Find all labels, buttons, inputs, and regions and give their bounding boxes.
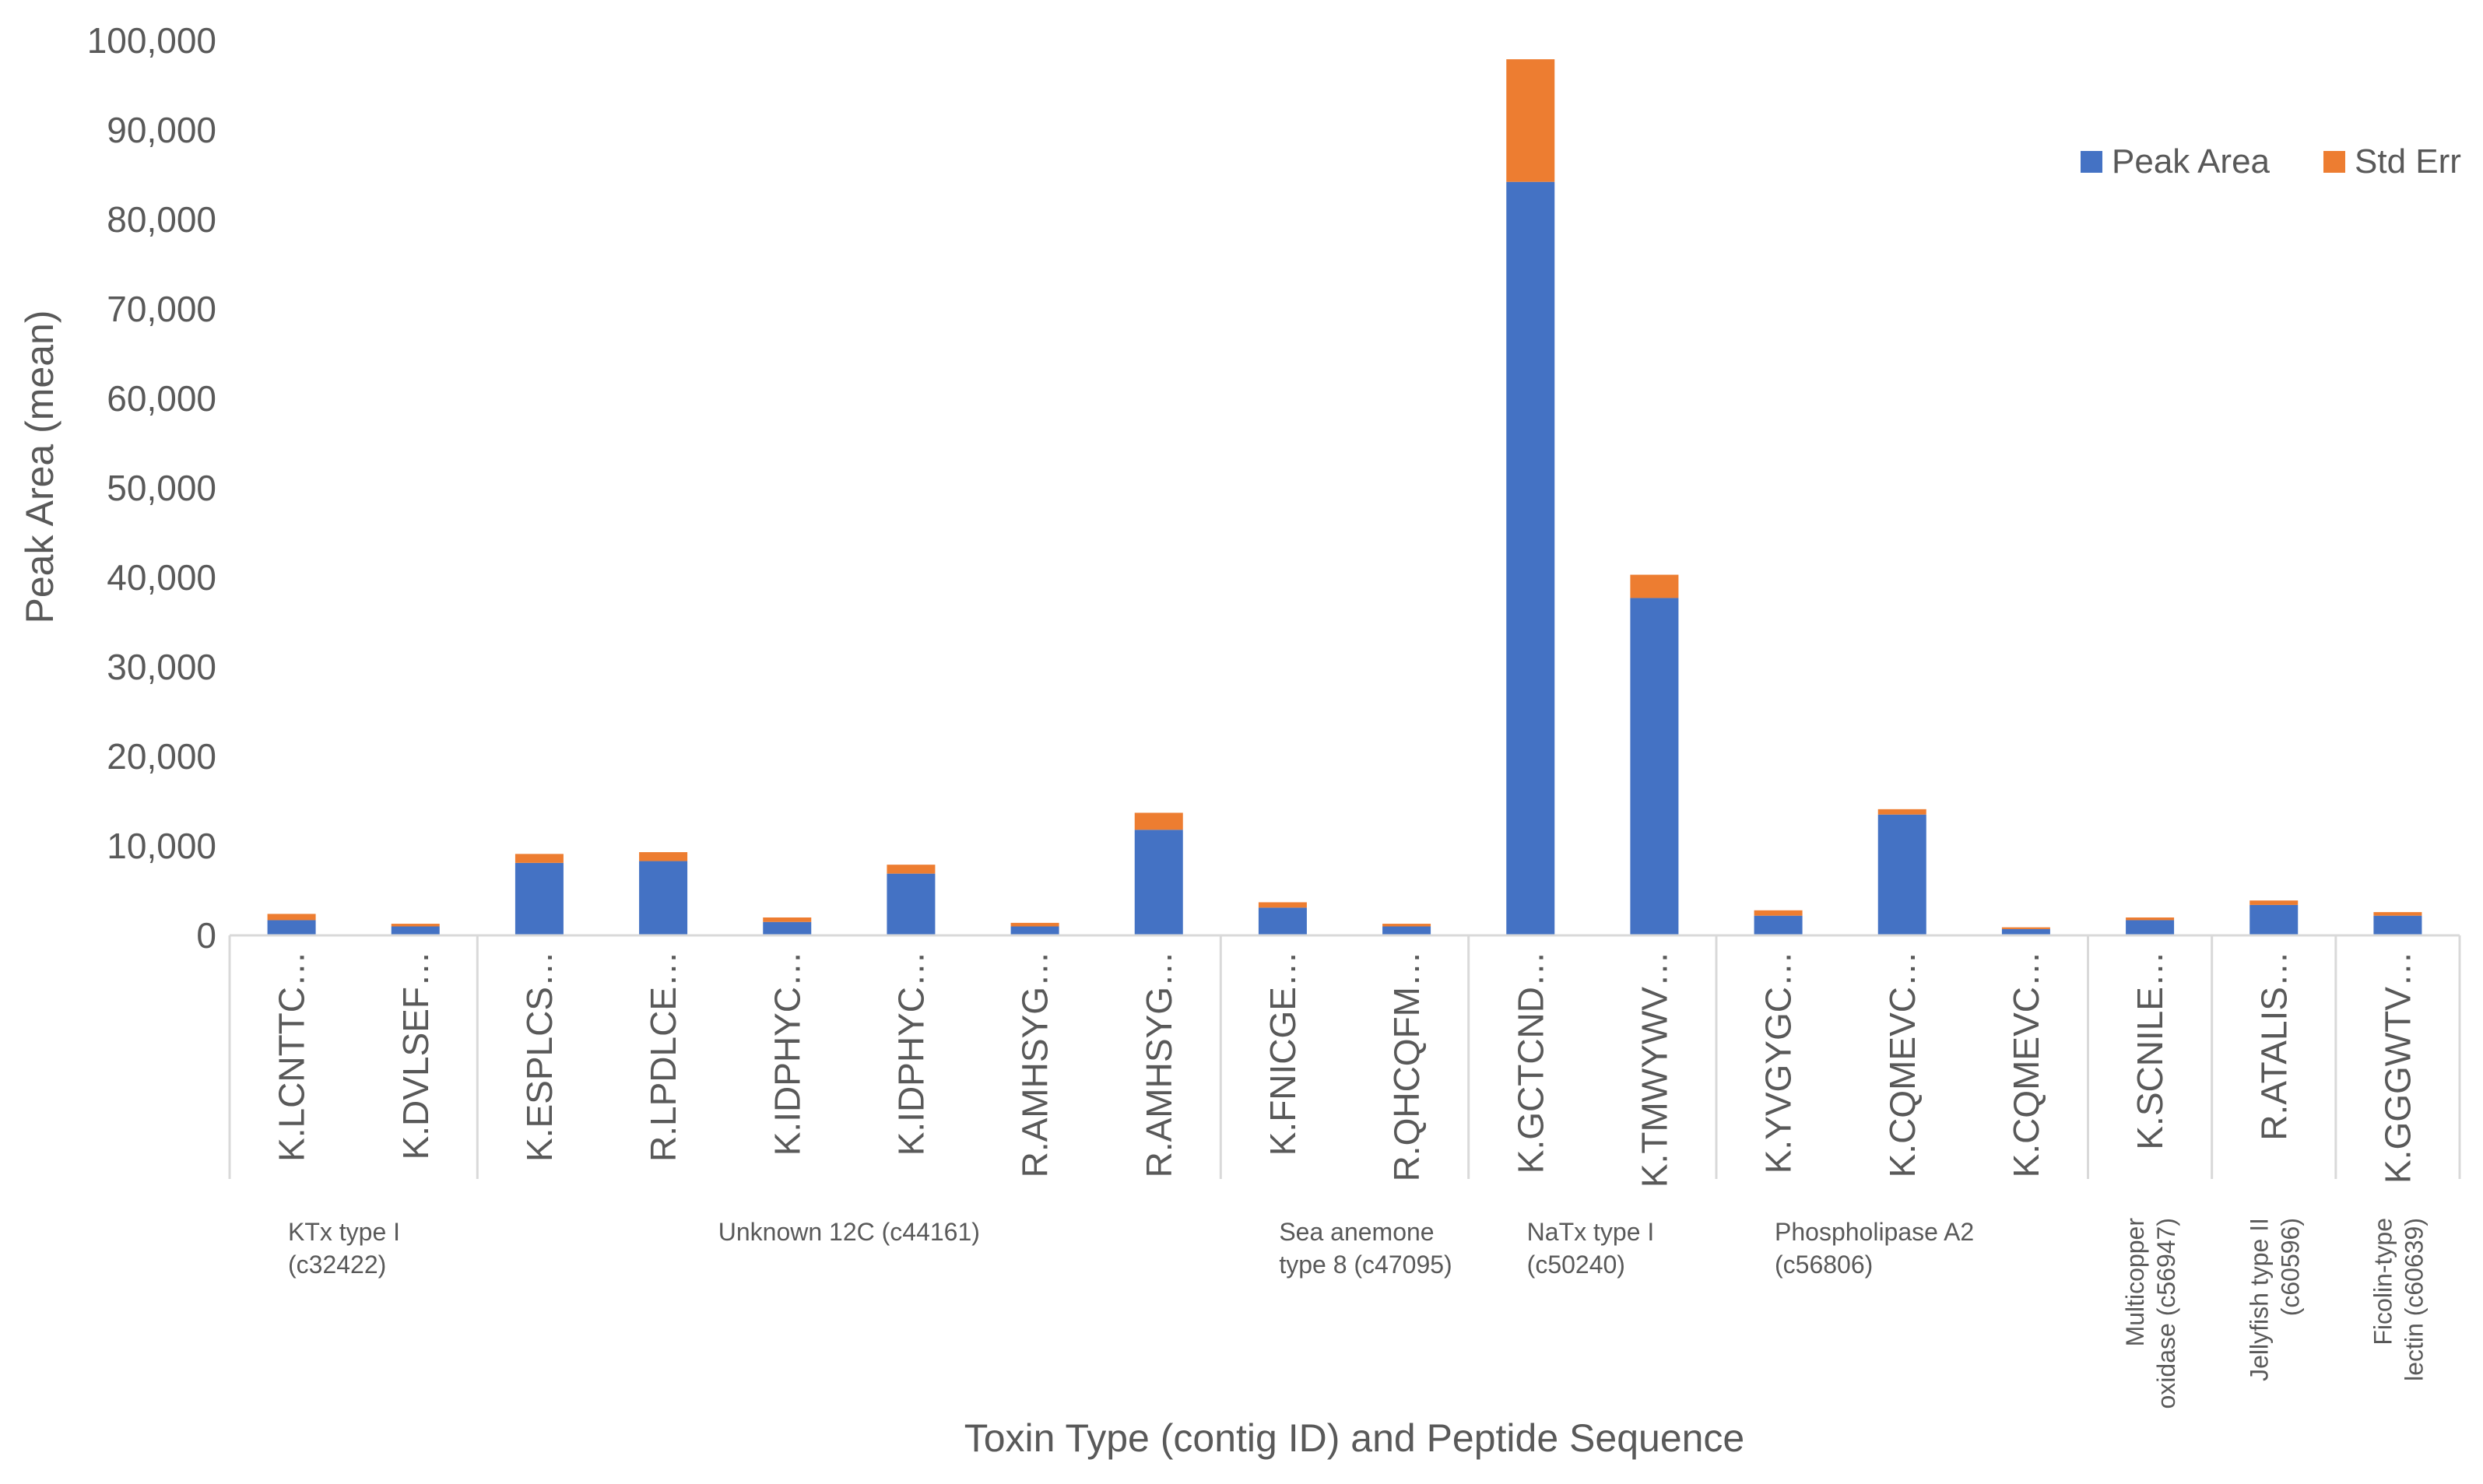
- category-label: K.LCNTTC…: [272, 951, 312, 1162]
- y-tick-label: 100,000: [87, 20, 216, 61]
- y-tick-label: 20,000: [107, 736, 216, 777]
- category-label: K.IDPHYC…: [767, 951, 807, 1156]
- group-label: Multicopper: [2121, 1218, 2149, 1347]
- bar-peak-area-6: [1010, 926, 1059, 935]
- bar-std-err-15: [2126, 917, 2175, 921]
- group-label: type 8 (c47095): [1279, 1251, 1452, 1279]
- category-label: R.LPDLCE…: [643, 951, 683, 1162]
- bar-peak-area-1: [391, 926, 440, 935]
- bar-peak-area-14: [2001, 928, 2050, 935]
- bar-std-err-13: [1877, 809, 1926, 815]
- bar-std-err-7: [1134, 812, 1183, 830]
- bar-std-err-4: [763, 917, 812, 922]
- category-label: K.IDPHYC…: [890, 951, 931, 1156]
- bar-peak-area-10: [1506, 181, 1555, 935]
- category-label: K.CQMEVC…: [1882, 951, 1923, 1177]
- group-label: oxidase (c56947): [2152, 1218, 2180, 1409]
- bar-std-err-10: [1506, 59, 1555, 182]
- group-label: (c60596): [2276, 1218, 2304, 1316]
- bar-peak-area-3: [639, 861, 688, 935]
- bar-std-err-14: [2001, 927, 2050, 929]
- category-label: R.ATALIS…: [2253, 951, 2294, 1141]
- bar-std-err-2: [515, 854, 564, 863]
- y-tick-label: 10,000: [107, 826, 216, 866]
- bar-peak-area-13: [1877, 814, 1926, 935]
- y-tick-label: 90,000: [107, 110, 216, 150]
- category-label: K.TMWYWV…: [1634, 951, 1674, 1188]
- y-axis-title: Peak Area (mean): [18, 310, 61, 624]
- bar-peak-area-7: [1134, 830, 1183, 935]
- group-label: (c56806): [1775, 1251, 1873, 1279]
- bar-std-err-6: [1010, 922, 1059, 927]
- bar-peak-area-12: [1754, 915, 1803, 935]
- bar-peak-area-5: [887, 873, 936, 935]
- bar-std-err-8: [1258, 902, 1307, 908]
- bar-std-err-11: [1630, 574, 1679, 598]
- y-tick-label: 40,000: [107, 557, 216, 598]
- y-axis-ticks: 0 10,000 20,000 30,000 40,000 50,000 60,000 70,…: [87, 20, 216, 956]
- legend-swatch-peak-area: [2081, 151, 2102, 173]
- group-label: Phospholipase A2: [1775, 1218, 1974, 1246]
- x-axis: [228, 934, 2461, 1179]
- bar-std-err-3: [639, 852, 688, 861]
- bar-std-err-16: [2249, 900, 2299, 905]
- bar-std-err-9: [1382, 924, 1431, 927]
- y-tick-label: 30,000: [107, 647, 216, 687]
- y-tick-label: 0: [196, 915, 216, 956]
- y-tick-label: 50,000: [107, 468, 216, 508]
- x-axis-title: Toxin Type (contig ID) and Peptide Seque…: [964, 1416, 1745, 1460]
- bar-std-err-0: [267, 914, 316, 921]
- legend-label-std-err: Std Err: [2355, 142, 2461, 181]
- bar-peak-area-8: [1258, 907, 1307, 935]
- category-label: K.FNICGE…: [1263, 951, 1303, 1156]
- category-label: K.GCTCND…: [1510, 951, 1551, 1174]
- category-label: R.QHCQFM…: [1386, 951, 1427, 1181]
- group-labels: KTx type I (c32422) Unknown 12C (c44161) Se…: [288, 1218, 2428, 1409]
- group-label: Jellyfish type II: [2245, 1218, 2273, 1381]
- bar-peak-area-16: [2249, 904, 2299, 935]
- bar-std-err-5: [887, 865, 936, 874]
- category-label: K.GGGWTV…: [2377, 951, 2418, 1184]
- category-label: K.CQMEVC…: [2006, 951, 2046, 1177]
- bar-peak-area-15: [2126, 920, 2175, 935]
- group-label: Sea anemone: [1279, 1218, 1434, 1246]
- category-label: K.ESPLCS…: [519, 951, 560, 1162]
- bar-std-err-1: [391, 924, 440, 927]
- y-tick-label: 70,000: [107, 289, 216, 329]
- bar-std-err-17: [2373, 912, 2422, 916]
- group-label: KTx type I: [288, 1218, 400, 1246]
- category-labels: K.LCNTTC… K.DVLSEF… K.ESPLCS… R.LPDLCE… K.ID…: [272, 951, 2418, 1188]
- bar-peak-area-11: [1630, 598, 1679, 935]
- y-tick-label: 80,000: [107, 199, 216, 240]
- legend: Peak Area Std Err: [2081, 142, 2461, 181]
- y-tick-label: 60,000: [107, 378, 216, 419]
- bar-peak-area-17: [2373, 915, 2422, 935]
- legend-swatch-std-err: [2323, 151, 2345, 173]
- group-label: (c50240): [1527, 1251, 1625, 1279]
- category-label: K.YVGYGC…: [1758, 951, 1799, 1174]
- group-label: (c32422): [288, 1251, 386, 1279]
- bar-peak-area-9: [1382, 926, 1431, 935]
- bar-peak-area-2: [515, 862, 564, 935]
- category-label: R.AMHSYG…: [1139, 951, 1179, 1177]
- category-label: R.AMHSYG…: [1015, 951, 1055, 1177]
- legend-label-peak-area: Peak Area: [2112, 142, 2271, 181]
- group-label: lectin (c60639): [2400, 1218, 2428, 1381]
- bar-peak-area-0: [267, 920, 316, 935]
- bar-peak-area-4: [763, 921, 812, 935]
- category-label: K.SCNILE…: [2130, 951, 2170, 1150]
- group-label: NaTx type I: [1527, 1218, 1655, 1246]
- category-label: K.DVLSEF…: [395, 951, 436, 1159]
- group-label: Ficolin-type: [2369, 1218, 2397, 1345]
- bars: [267, 59, 2422, 935]
- bar-std-err-12: [1754, 910, 1803, 916]
- group-label: Unknown 12C (c44161): [718, 1218, 980, 1246]
